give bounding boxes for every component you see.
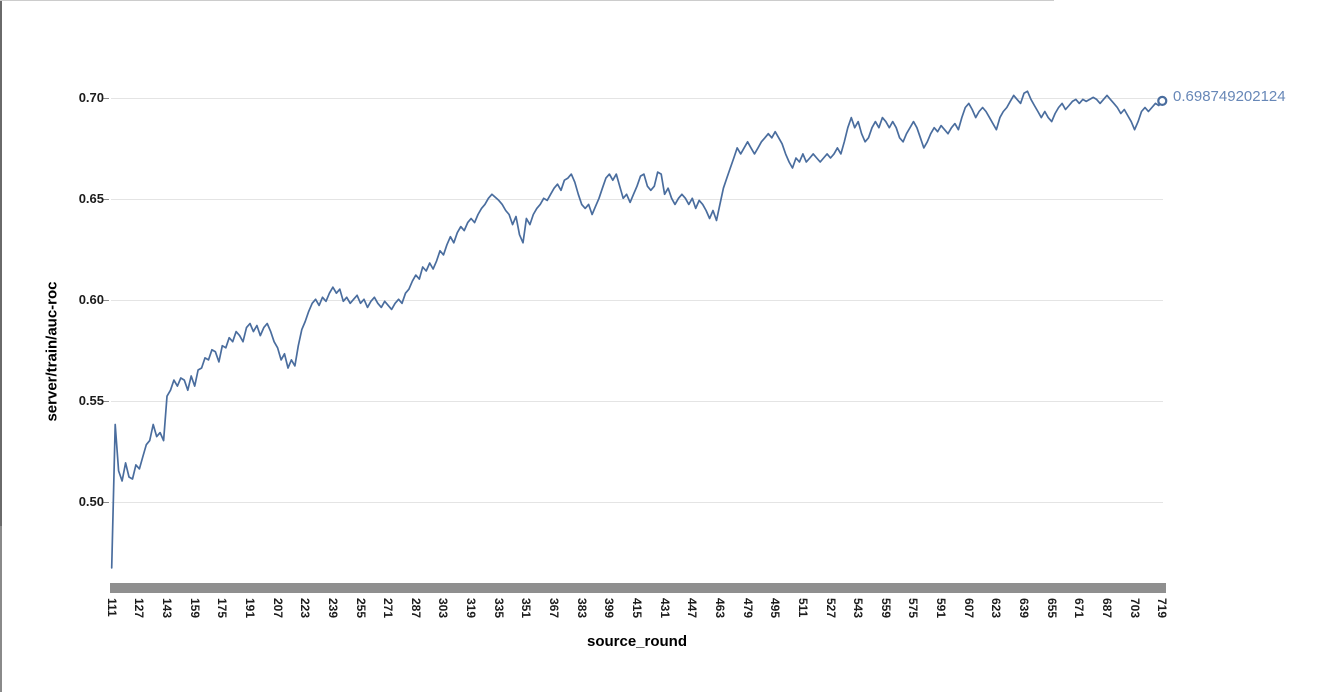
x-tick-label: 143 <box>160 598 175 619</box>
x-axis-title: source_round <box>586 633 688 650</box>
x-tick-label: 159 <box>187 598 202 619</box>
last-point-marker[interactable] <box>1157 95 1168 107</box>
x-tick-label: 671 <box>1072 598 1087 619</box>
grid-line <box>111 299 1163 301</box>
x-range-scrollbar[interactable] <box>110 583 1166 593</box>
grid-line <box>111 400 1163 402</box>
x-tick-label: 351 <box>519 598 534 619</box>
x-tick-label: 447 <box>685 598 700 619</box>
x-tick-label: 527 <box>823 598 838 619</box>
y-tick-label: 0.55 <box>78 393 104 409</box>
x-tick-label: 623 <box>989 598 1004 619</box>
x-tick-label: 191 <box>242 598 257 619</box>
x-tick-label: 175 <box>215 598 230 619</box>
plot-top-border <box>0 0 1054 1</box>
x-tick-label: 559 <box>878 598 893 619</box>
x-tick-label: 495 <box>768 598 783 619</box>
y-tick-label: 0.70 <box>78 90 104 106</box>
plot-area[interactable] <box>110 58 1164 583</box>
x-tick-label: 511 <box>795 598 810 618</box>
x-tick-label: 639 <box>1017 598 1032 619</box>
x-tick-label: 239 <box>325 598 340 619</box>
x-tick-label: 463 <box>712 598 727 619</box>
x-tick-label: 399 <box>602 598 617 619</box>
x-tick-label: 575 <box>906 598 921 619</box>
x-tick-label: 703 <box>1127 598 1142 619</box>
x-tick-label: 319 <box>464 598 479 619</box>
x-tick-label: 383 <box>574 598 589 619</box>
last-value-label: 0.698749202124 <box>1173 87 1286 105</box>
x-tick-label: 255 <box>353 598 368 619</box>
x-tick-label: 607 <box>961 598 976 619</box>
x-tick-label: 655 <box>1044 598 1059 619</box>
y-axis-spine <box>0 1 2 526</box>
x-tick-label: 207 <box>270 598 285 619</box>
y-tick-mark <box>103 501 109 503</box>
x-tick-label: 415 <box>630 598 644 619</box>
grid-line <box>111 97 1163 99</box>
x-tick-label: 687 <box>1099 598 1114 619</box>
y-tick-mark <box>103 97 109 99</box>
y-tick-label: 0.65 <box>78 191 104 207</box>
x-tick-label: 543 <box>851 598 866 619</box>
x-tick-label: 223 <box>298 598 313 619</box>
plot-right-border <box>0 526 2 692</box>
grid-line <box>111 501 1163 503</box>
y-tick-label: 0.60 <box>78 292 104 308</box>
x-tick-label: 367 <box>547 598 562 619</box>
x-tick-label: 479 <box>740 598 755 619</box>
series-line <box>110 90 1164 569</box>
x-tick-label: 287 <box>408 598 423 619</box>
x-tick-label: 111 <box>104 598 119 617</box>
x-tick-label: 303 <box>436 598 451 619</box>
y-tick-label: 0.50 <box>78 494 104 510</box>
x-tick-label: 271 <box>381 598 396 619</box>
y-tick-mark <box>103 299 109 301</box>
grid-line <box>111 198 1163 200</box>
x-tick-label: 719 <box>1155 598 1170 619</box>
x-tick-label: 431 <box>657 598 672 619</box>
x-tick-label: 127 <box>132 598 147 619</box>
y-tick-mark <box>103 198 109 200</box>
x-tick-label: 335 <box>491 598 506 619</box>
y-tick-mark <box>103 400 109 402</box>
x-tick-label: 591 <box>934 598 949 619</box>
